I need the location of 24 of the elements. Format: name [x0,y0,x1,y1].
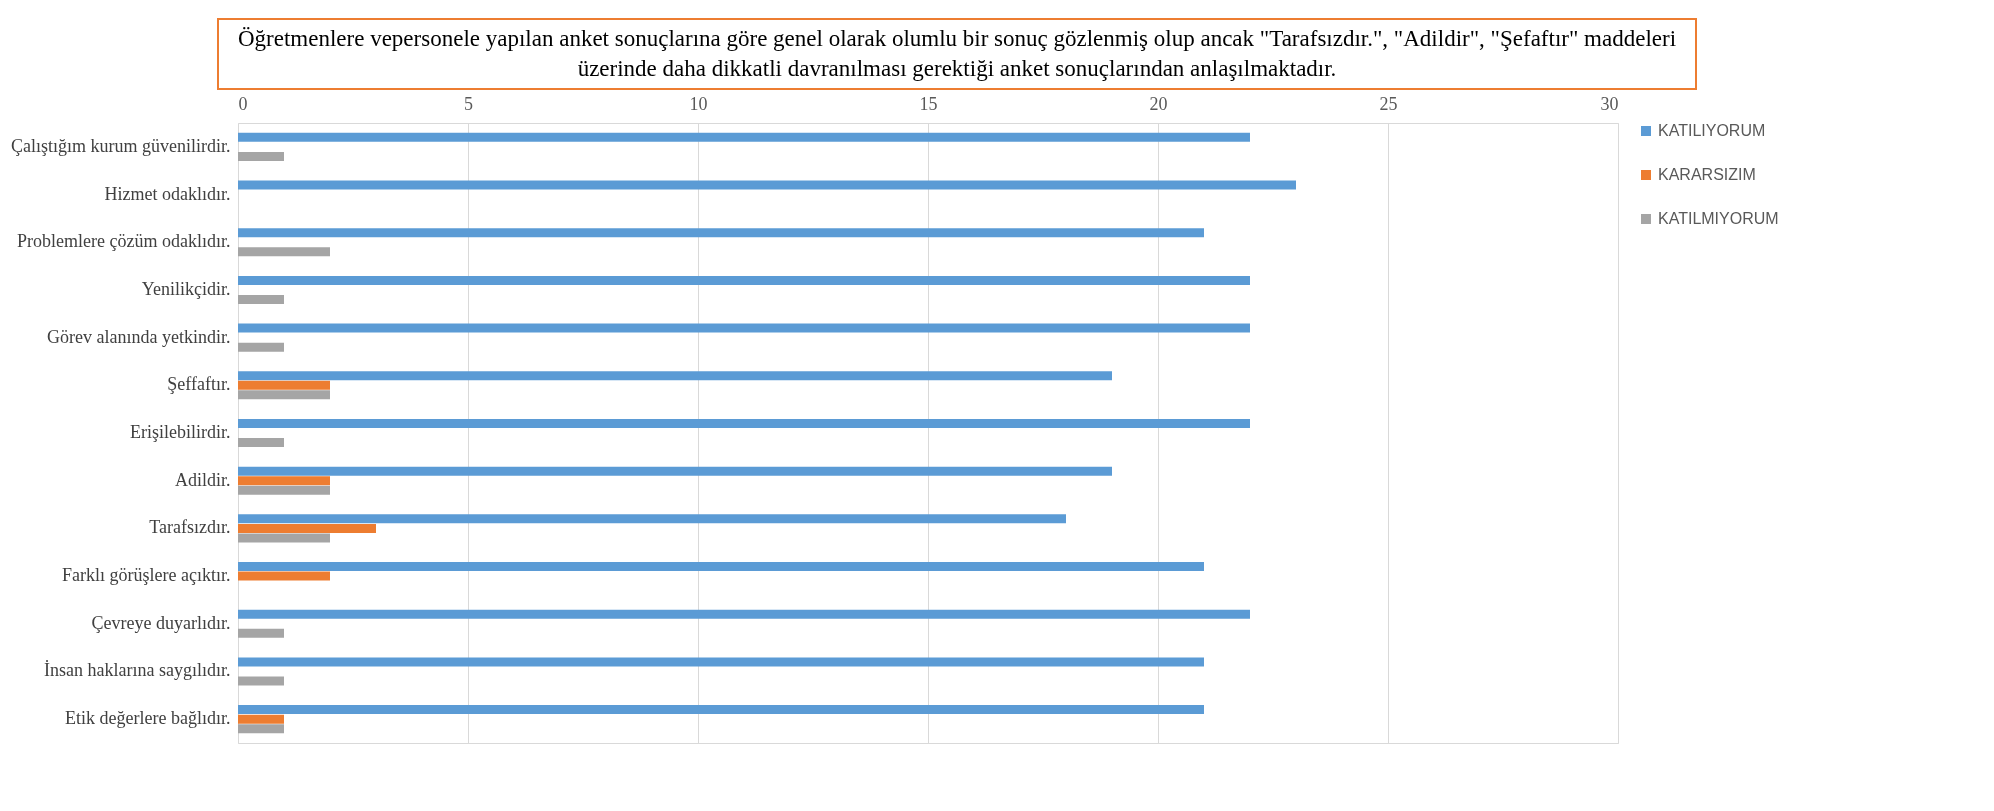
legend-label: KATILMIYORUM [1658,210,1779,227]
x-tick-label: 25 [1379,93,1398,114]
y-tick-label: Farklı görüşlere açıktır. [62,565,231,586]
legend-label: KATILIYORUM [1658,122,1766,139]
y-tick-label: Tarafsızdır. [149,517,231,538]
y-tick-label: Problemlere çözüm odaklıdır. [17,231,231,252]
x-tick-label: 30 [1600,93,1619,114]
y-tick-label: Şeffaftır. [167,374,231,395]
x-tick-label: 15 [919,93,938,114]
x-tick-label: 5 [464,93,473,114]
legend-label: KARARSIZIM [1658,166,1756,183]
y-tick-label: Çalıştığım kurum güvenilirdir. [11,135,231,156]
y-tick-label: Adildir. [174,469,231,490]
x-tick-label: 0 [238,93,248,114]
y-tick-label: Görev alanında yetkindir. [47,326,231,347]
x-tick-label: 10 [689,93,708,114]
x-tick-label: 20 [1149,93,1168,114]
y-tick-label: İnsan haklarına saygılıdır. [44,660,231,681]
chart-title: Öğretmenlere vepersonele yapılan anket sonuçlarına göre genel olarak olumlu bir sonuç gözlenmiş olup ancak "Tarafsızdır.", "Adildir", "Şefaftır" maddeleri üzerinde daha dikkatli davranılması gerektiği anket sonuçlarından anlaşılmaktadır. [217,18,1697,90]
y-tick-label: Hizmet odaklıdır. [104,183,231,204]
y-tick-label: Etik değerlere bağlıdır. [65,708,231,729]
y-tick-label: Erişilebilirdir. [130,422,231,442]
y-tick-label: Çevreye duyarlıdır. [91,612,231,633]
y-tick-label: Yenilikçidir. [141,278,231,299]
